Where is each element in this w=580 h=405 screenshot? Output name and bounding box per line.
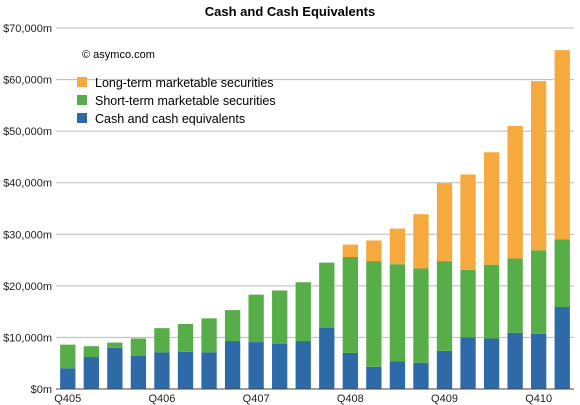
bar-segment bbox=[460, 269, 476, 338]
bar-segment bbox=[201, 318, 217, 353]
bar-segment bbox=[531, 333, 547, 389]
x-tick-label: Q407 bbox=[243, 393, 270, 405]
bar-segment bbox=[130, 338, 147, 356]
bar-segment bbox=[436, 350, 453, 389]
legend-swatch bbox=[77, 113, 87, 123]
bar-segment bbox=[507, 258, 523, 333]
x-tick-label: Q409 bbox=[431, 393, 458, 405]
x-tick-label: Q406 bbox=[148, 393, 175, 405]
legend-label: Long-term marketable securities bbox=[95, 76, 274, 90]
x-tick-label: Q410 bbox=[525, 393, 552, 405]
x-tick-label: Q405 bbox=[54, 393, 81, 405]
bar-segment bbox=[483, 152, 500, 265]
y-tick-label: $50,000m bbox=[3, 126, 52, 138]
bar-segment bbox=[130, 355, 147, 389]
bar-segment bbox=[342, 256, 358, 353]
bar-segment bbox=[319, 262, 335, 328]
bar-segment bbox=[295, 282, 311, 342]
chart-title: Cash and Cash Equivalents bbox=[205, 4, 376, 19]
bar-segment bbox=[436, 183, 453, 262]
y-tick-label: $20,000m bbox=[3, 281, 52, 293]
bar-segment bbox=[272, 343, 288, 389]
bar-segment bbox=[248, 342, 264, 389]
bar-segment bbox=[83, 346, 99, 358]
bar-segment bbox=[554, 307, 570, 389]
bar-segment bbox=[366, 240, 382, 262]
bar-segment bbox=[107, 347, 123, 389]
bar-segment bbox=[436, 261, 453, 351]
bar-segment bbox=[483, 264, 500, 339]
bar-segment bbox=[366, 366, 382, 389]
bar-segment bbox=[507, 125, 523, 259]
legend: Long-term marketable securities Short-ter… bbox=[77, 76, 276, 126]
bar-segment bbox=[554, 239, 570, 307]
bar-segment bbox=[389, 264, 406, 362]
bar-segment bbox=[366, 261, 382, 367]
bar-segment bbox=[342, 352, 358, 389]
bar-segment bbox=[413, 214, 429, 269]
y-axis-ticks: $0m $10,000m $20,000m $30,000m $40,000m $50,0… bbox=[3, 23, 52, 396]
bar-segment bbox=[224, 310, 241, 342]
y-tick-label: $60,000m bbox=[3, 75, 52, 87]
y-tick-label: $70,000m bbox=[3, 23, 52, 35]
y-tick-label: $10,000m bbox=[3, 332, 52, 344]
bar-segment bbox=[60, 344, 76, 369]
legend-label: Short-term marketable securities bbox=[95, 94, 276, 108]
bars bbox=[60, 50, 570, 389]
x-tick-label: Q408 bbox=[337, 393, 364, 405]
bar-segment bbox=[460, 174, 476, 270]
bar-segment bbox=[201, 352, 217, 389]
bar-segment bbox=[319, 327, 335, 389]
bar-segment bbox=[177, 351, 194, 389]
bar-segment bbox=[272, 290, 288, 344]
bar-segment bbox=[224, 341, 241, 389]
bar-segment bbox=[531, 250, 547, 334]
bar-segment bbox=[413, 268, 429, 363]
legend-swatch bbox=[77, 95, 87, 105]
bar-segment bbox=[342, 244, 358, 257]
bar-segment bbox=[60, 368, 76, 389]
bar-segment bbox=[483, 338, 500, 389]
bar-segment bbox=[389, 228, 406, 265]
bar-segment bbox=[107, 342, 123, 348]
legend-swatch bbox=[77, 77, 87, 87]
bar-segment bbox=[554, 50, 570, 240]
bar-segment bbox=[531, 81, 547, 251]
y-tick-label: $30,000m bbox=[3, 229, 52, 241]
bar-segment bbox=[460, 337, 476, 389]
y-tick-label: $0m bbox=[31, 384, 52, 396]
y-tick-label: $40,000m bbox=[3, 178, 52, 190]
x-axis-ticks: Q405 Q406 Q407 Q408 Q409 Q410 bbox=[54, 393, 552, 405]
copyright-annotation: © asymco.com bbox=[82, 49, 155, 61]
bar-segment bbox=[295, 341, 311, 389]
bar-segment bbox=[248, 294, 264, 343]
gridlines bbox=[56, 27, 574, 338]
legend-label: Cash and cash equivalents bbox=[95, 112, 245, 126]
bar-segment bbox=[154, 328, 170, 353]
bar-segment bbox=[413, 362, 429, 389]
bar-segment bbox=[507, 332, 523, 389]
bar-segment bbox=[177, 324, 194, 352]
bar-segment bbox=[389, 361, 406, 389]
bar-segment bbox=[154, 352, 170, 389]
bar-segment bbox=[83, 357, 99, 389]
